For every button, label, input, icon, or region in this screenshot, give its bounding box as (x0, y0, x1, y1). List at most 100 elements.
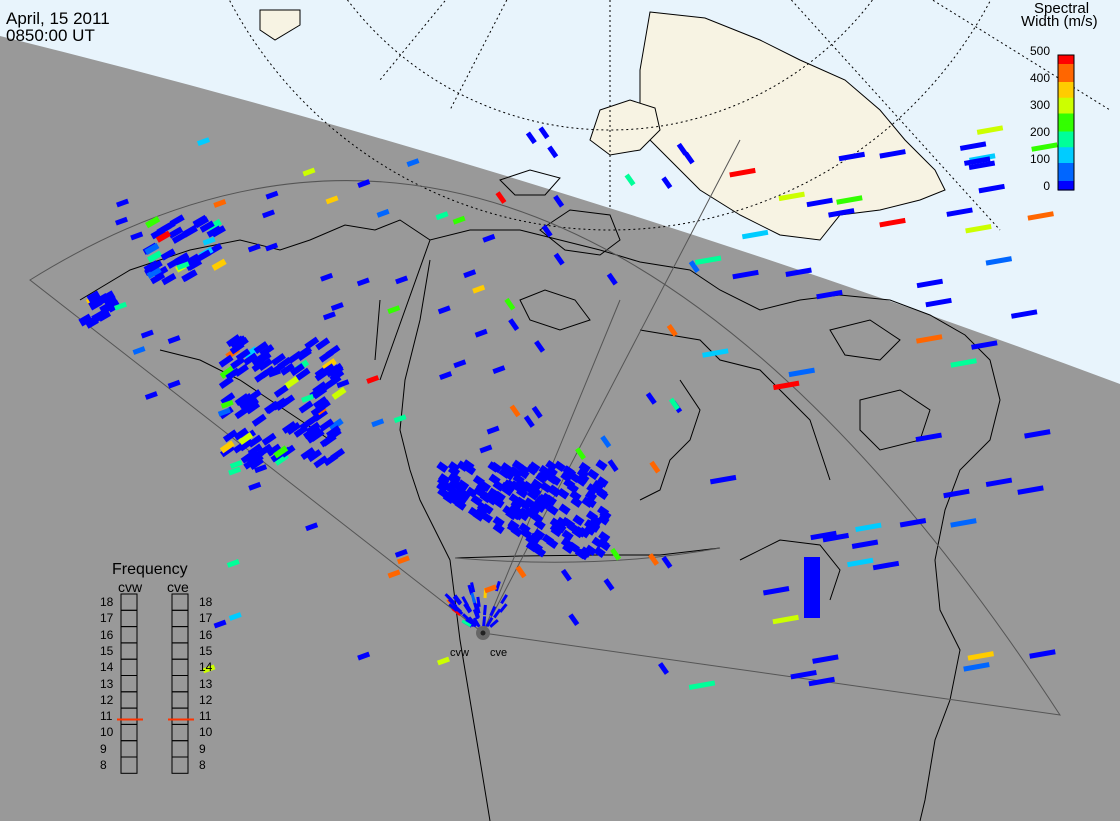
echo-cell (463, 269, 477, 279)
echo-cell (523, 497, 536, 509)
colorbar-segment (1058, 88, 1074, 92)
echo-cell (568, 613, 580, 627)
echo-cell (443, 482, 456, 494)
echo-cell (548, 485, 561, 498)
frequency-scale-tick: 15 (199, 643, 213, 658)
echo-cell (219, 440, 235, 454)
echo-cell (560, 537, 573, 549)
echo-cell (810, 530, 837, 541)
echo-cell (576, 467, 590, 480)
frequency-scale-tick: 17 (100, 611, 114, 626)
echo-cell (470, 592, 477, 604)
echo-cell (683, 151, 695, 165)
echo-cell (228, 466, 242, 476)
colorbar-segment (1058, 160, 1074, 164)
echo-cell (247, 243, 261, 253)
colorbar-segment (1058, 142, 1074, 146)
colorbar-segment (1058, 127, 1074, 130)
echo-cell (150, 272, 166, 285)
echo-cell (476, 596, 481, 608)
echo-cell (569, 489, 582, 502)
echo-cell (487, 487, 500, 500)
colorbar-title-line2: Width (m/s) (1021, 13, 1098, 30)
echo-cell (946, 207, 973, 217)
echo-cell (328, 418, 344, 432)
echo-cell (702, 348, 729, 358)
echo-cell (280, 444, 296, 458)
echo-cell (828, 208, 855, 218)
echo-cell (247, 434, 263, 448)
echo-cell (557, 488, 570, 500)
colorbar-segment (1058, 133, 1074, 137)
echo-cell (533, 501, 546, 513)
echo-cell (357, 179, 371, 188)
colorbar-title-line1: Spectral (1034, 0, 1090, 17)
echo-cell (530, 541, 544, 553)
echo-cell (676, 142, 688, 156)
echo-cell (495, 191, 507, 204)
echo-cell (483, 604, 487, 616)
echo-cell (465, 486, 478, 499)
colorbar-segment (1058, 178, 1074, 182)
echo-layer (78, 125, 1058, 690)
colorbar-segment (1058, 136, 1074, 139)
echo-cell (254, 464, 268, 474)
echo-cell (307, 449, 323, 463)
echo-cell (578, 461, 591, 474)
echo-cell (287, 350, 303, 364)
echo-cell (584, 490, 598, 502)
echo-cell (648, 553, 659, 566)
echo-cell (160, 248, 176, 261)
echo-cell (387, 305, 401, 315)
echo-cell (225, 367, 241, 381)
echo-cell (169, 214, 185, 227)
echo-cell (444, 593, 454, 603)
echo-cell (506, 522, 520, 534)
echo-cell (366, 375, 380, 384)
colorbar-segment (1058, 59, 1074, 63)
colorbar-segment (1058, 183, 1074, 187)
echo-cell (531, 405, 543, 419)
echo-cell (447, 472, 460, 484)
echo-cell (967, 651, 995, 661)
colorbar-segment (1058, 145, 1074, 148)
colorbar-tick-300: 300 (1029, 98, 1050, 112)
echo-cell (1017, 485, 1044, 495)
echo-cell (140, 329, 154, 339)
echo-cell (959, 141, 987, 151)
frequency-scale-tick: 18 (100, 595, 114, 609)
echo-cell (509, 508, 522, 521)
colorbar-segment (1058, 181, 1074, 184)
echo-cell (586, 483, 599, 495)
echo-cell (572, 514, 585, 527)
frequency-scale-tick: 16 (199, 627, 213, 642)
echo-cell (448, 478, 461, 490)
echo-cell (541, 533, 555, 546)
echo-cell (606, 272, 618, 286)
echo-cell (213, 619, 227, 629)
echo-cell (558, 503, 571, 516)
echo-cell (266, 443, 282, 457)
echo-cell (1010, 309, 1038, 319)
echo-cell (86, 290, 102, 304)
colorbar-segment (1058, 57, 1074, 61)
echo-cell (453, 606, 464, 616)
echo-cell (156, 222, 172, 236)
echo-cell (579, 546, 593, 558)
frequency-scale-tick: 11 (199, 709, 212, 724)
echo-cell (790, 669, 817, 680)
echo-cell (229, 459, 243, 469)
echo-cell (560, 568, 572, 582)
echo-cell (694, 255, 722, 265)
echo-cell (985, 477, 1013, 488)
echo-cell (492, 365, 506, 375)
echo-cell (879, 217, 906, 228)
echo-cell (453, 359, 467, 369)
colorbar-segment (1058, 61, 1074, 65)
echo-cell (915, 432, 942, 443)
echo-cell (499, 481, 513, 494)
echo-cell (851, 539, 879, 549)
echo-cell (457, 479, 470, 491)
echo-cell (804, 602, 820, 608)
colorbar-segment (1058, 163, 1074, 166)
